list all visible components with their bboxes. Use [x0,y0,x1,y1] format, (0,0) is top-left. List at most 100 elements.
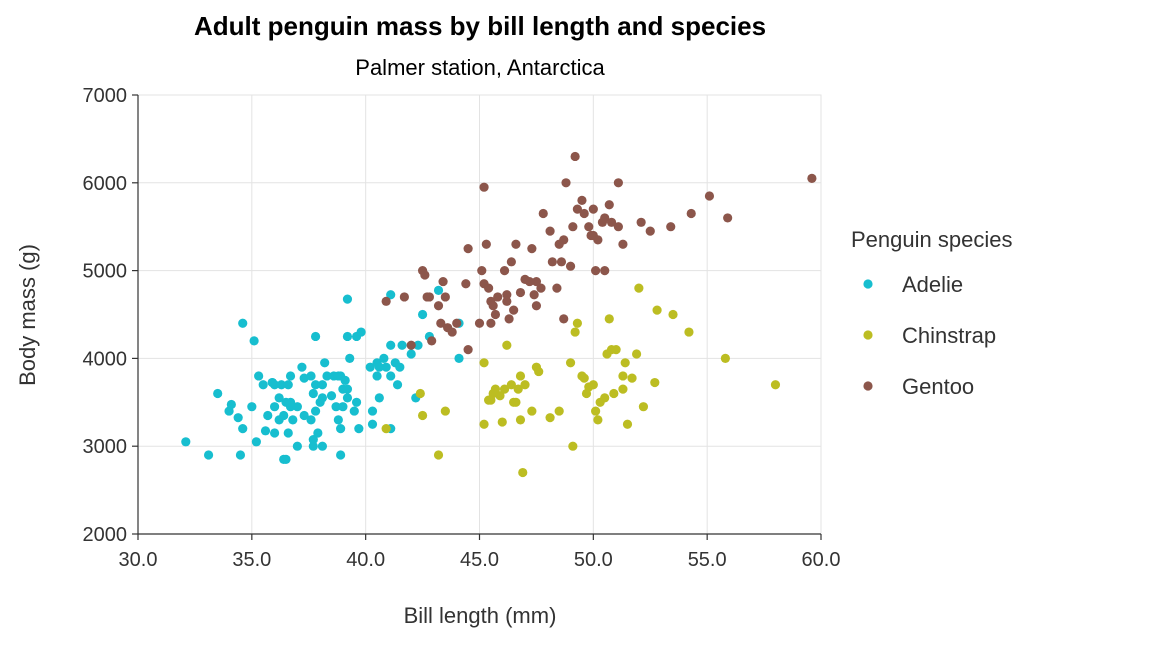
data-point-adelie [226,399,236,410]
data-point-adelie [310,406,321,416]
data-point-gentoo [645,226,655,236]
data-point-adelie [292,402,302,412]
data-point-adelie [417,309,428,320]
data-point-chinstrap [668,309,678,320]
y-tick-label: 2000 [83,524,128,546]
data-point-gentoo [452,318,462,328]
chart-subtitle: Palmer station, Antarctica [355,55,605,80]
data-point-adelie [381,362,391,372]
data-point-adelie [233,413,243,423]
data-point-gentoo [502,296,512,306]
data-point-adelie [372,371,382,381]
data-point-adelie [276,380,287,390]
data-point-gentoo [538,208,548,219]
data-point-chinstrap [509,397,519,407]
data-point-gentoo [618,239,628,249]
data-point-gentoo [515,287,526,298]
data-point-adelie [386,340,396,350]
data-point-chinstrap [565,358,576,368]
data-point-adelie [288,415,298,425]
data-point-gentoo [545,226,555,236]
data-point-adelie [374,393,384,403]
data-point-adelie [297,362,307,372]
data-point-gentoo [504,314,514,324]
data-point-chinstrap [591,406,601,416]
data-point-adelie [342,393,353,403]
data-point-adelie [397,340,407,350]
data-point-gentoo [531,301,542,311]
data-points [181,151,817,478]
data-point-adelie [365,362,375,372]
data-point-gentoo [613,178,623,188]
data-point-adelie [308,388,318,399]
data-point-gentoo [420,270,430,280]
data-point-chinstrap [604,314,614,324]
data-point-adelie [283,380,293,390]
data-point-gentoo [552,283,562,293]
data-point-gentoo [463,345,473,355]
data-point-adelie [326,391,337,401]
x-axis-label: Bill length (mm) [404,603,557,628]
data-point-gentoo [604,200,614,210]
data-point-adelie [351,397,362,407]
data-point-chinstrap [770,380,781,390]
data-point-chinstrap [502,340,512,350]
y-tick-label: 7000 [83,85,128,107]
data-point-adelie [308,435,318,445]
x-tick-label: 55.0 [688,549,727,571]
data-point-adelie [345,353,355,363]
data-point-adelie [203,450,214,460]
data-point-adelie [367,406,378,416]
data-point-gentoo [381,296,391,306]
data-point-gentoo [807,173,817,184]
data-point-chinstrap [520,380,530,390]
data-point-chinstrap [518,467,528,478]
data-point-adelie [356,327,366,337]
data-point-adelie [392,380,403,390]
data-point-adelie [310,331,321,342]
data-point-chinstrap [554,406,564,416]
data-point-adelie [285,371,296,381]
data-point-adelie [374,362,384,372]
data-point-adelie [270,428,280,438]
data-point-chinstrap [631,349,642,359]
data-point-adelie [395,362,405,372]
grid-lines [137,94,822,535]
data-point-adelie [322,371,332,381]
x-tick-label: 45.0 [460,549,499,571]
data-point-chinstrap [495,391,505,401]
y-tick-label: 3000 [83,436,128,458]
y-tick-label: 6000 [83,173,128,195]
y-tick-label: 5000 [83,261,128,283]
data-point-adelie [386,290,396,300]
data-point-gentoo [502,290,512,300]
data-point-gentoo [427,336,437,346]
data-point-gentoo [524,276,535,287]
data-point-gentoo [586,230,596,241]
data-point-chinstrap [588,380,598,390]
data-point-gentoo [559,314,569,324]
data-point-adelie [299,410,309,421]
data-point-gentoo [479,182,489,192]
data-point-chinstrap [534,366,544,377]
data-point-adelie [247,402,257,412]
data-point-chinstrap [638,402,649,412]
data-point-gentoo [591,266,601,276]
series-adelie [181,285,464,464]
data-point-gentoo [568,222,578,232]
data-point-gentoo [529,290,539,300]
data-point-gentoo [547,257,557,267]
data-point-gentoo [511,239,521,249]
data-point-gentoo [438,276,448,287]
data-point-adelie [274,393,284,403]
data-point-adelie [342,294,353,304]
data-point-gentoo [499,266,510,276]
data-point-adelie [320,358,330,368]
y-tick-label: 4000 [83,348,128,370]
series-gentoo [381,151,817,355]
chart-title: Adult penguin mass by bill length and sp… [194,11,766,41]
data-point-adelie [235,450,246,460]
data-point-chinstrap [611,345,621,355]
legend: Penguin species Adelie Chinstrap Gentoo [851,227,1012,399]
data-point-chinstrap [440,406,450,416]
